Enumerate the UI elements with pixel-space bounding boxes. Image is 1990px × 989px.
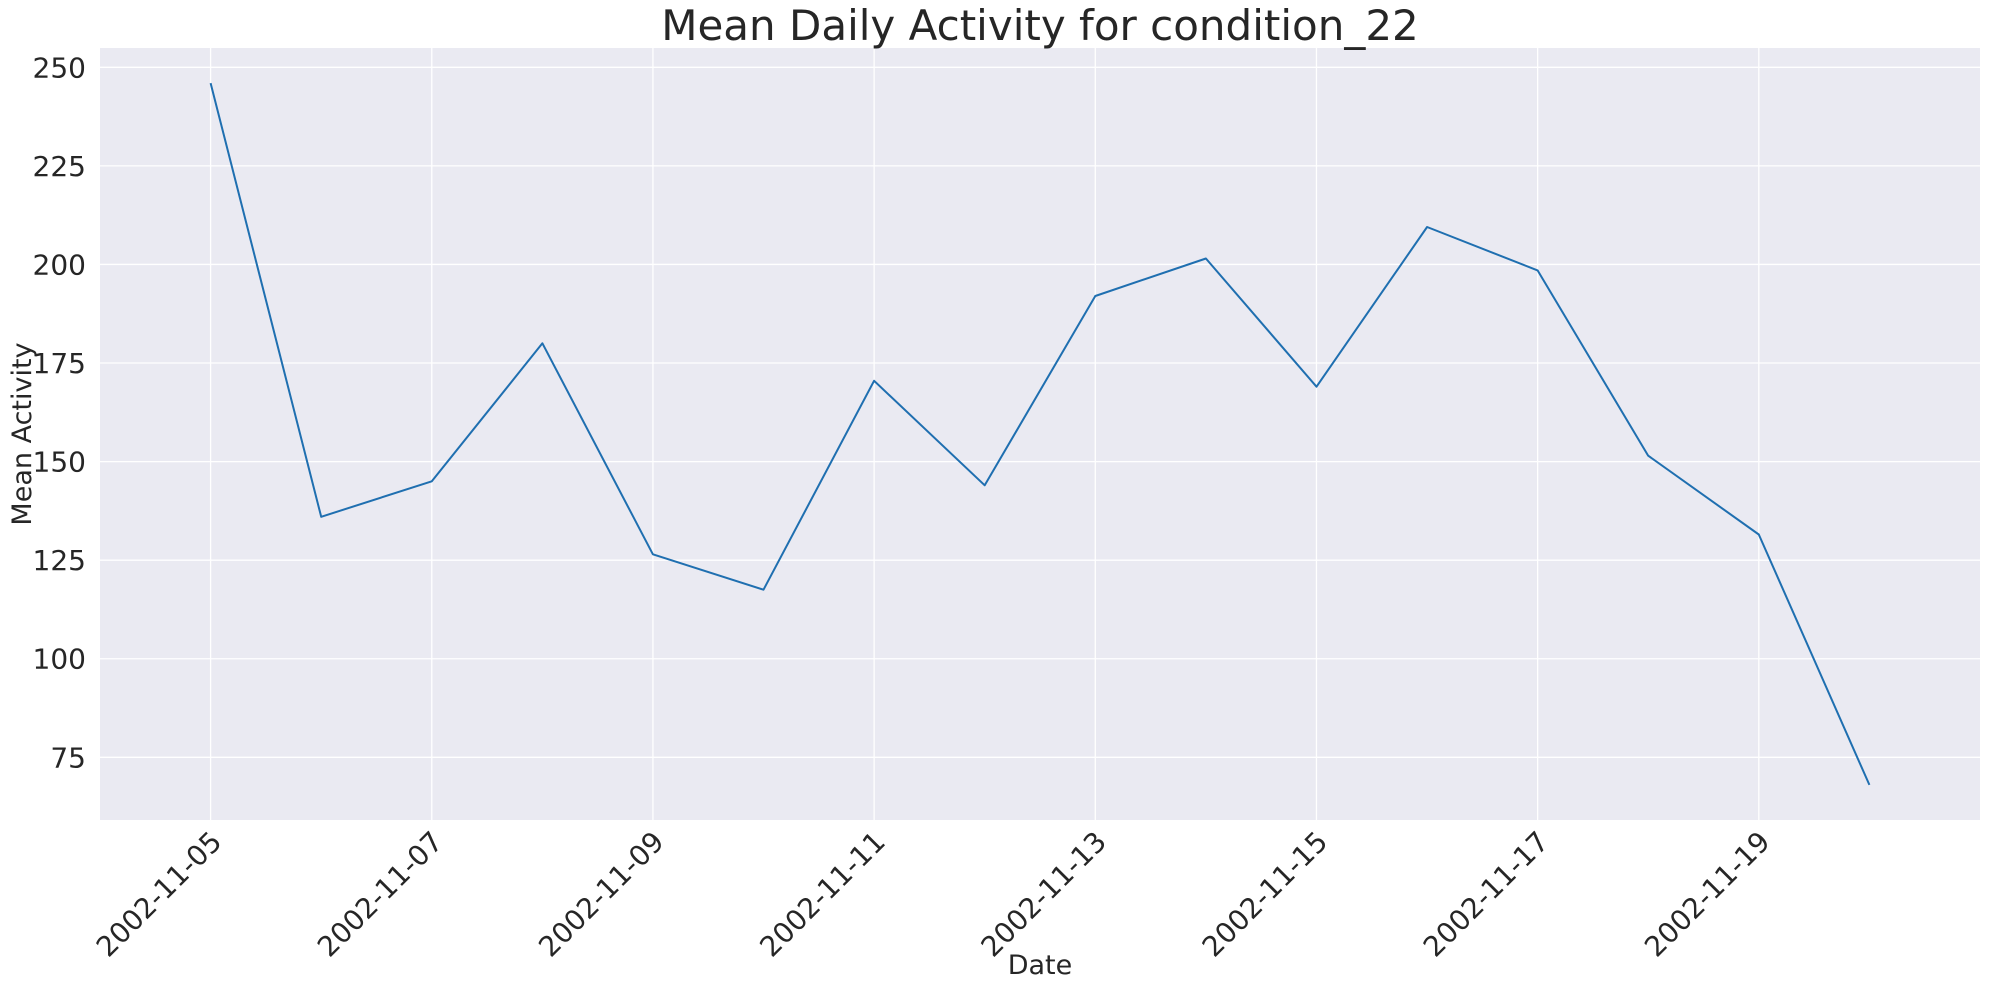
series-layer <box>209 82 1871 786</box>
x-tick-label: 2002-11-05 <box>90 825 228 963</box>
x-tick-label: 2002-11-15 <box>1196 825 1334 963</box>
y-tick-label: 250 <box>33 51 86 84</box>
x-tick-labels: 2002-11-05 2002-11-07 2002-11-09 2002-11-11… <box>90 825 1777 963</box>
y-tick-label: 150 <box>33 446 86 479</box>
y-tick-label: 200 <box>33 248 86 281</box>
y-tick-labels: 75 100 125 150 175 200 225 250 <box>33 51 86 774</box>
grid <box>100 48 1980 820</box>
y-tick-label: 225 <box>33 150 86 183</box>
y-tick-label: 175 <box>33 347 86 380</box>
y-tick-label: 125 <box>33 544 86 577</box>
x-tick-label: 2002-11-07 <box>311 825 449 963</box>
x-tick-label: 2002-11-11 <box>753 825 891 963</box>
y-tick-label: 75 <box>50 741 86 774</box>
y-tick-label: 100 <box>33 643 86 676</box>
x-tick-label: 2002-11-19 <box>1638 825 1776 963</box>
chart-title: Mean Daily Activity for condition_22 <box>661 1 1419 50</box>
activity-series-line <box>209 82 1871 786</box>
x-axis-label: Date <box>1008 950 1073 981</box>
x-tick-label: 2002-11-17 <box>1417 825 1555 963</box>
x-tick-label: 2002-11-09 <box>532 825 670 963</box>
x-tick-label: 2002-11-13 <box>975 825 1113 963</box>
plot-area <box>100 48 1980 820</box>
y-axis-label: Mean Activity <box>7 342 38 525</box>
